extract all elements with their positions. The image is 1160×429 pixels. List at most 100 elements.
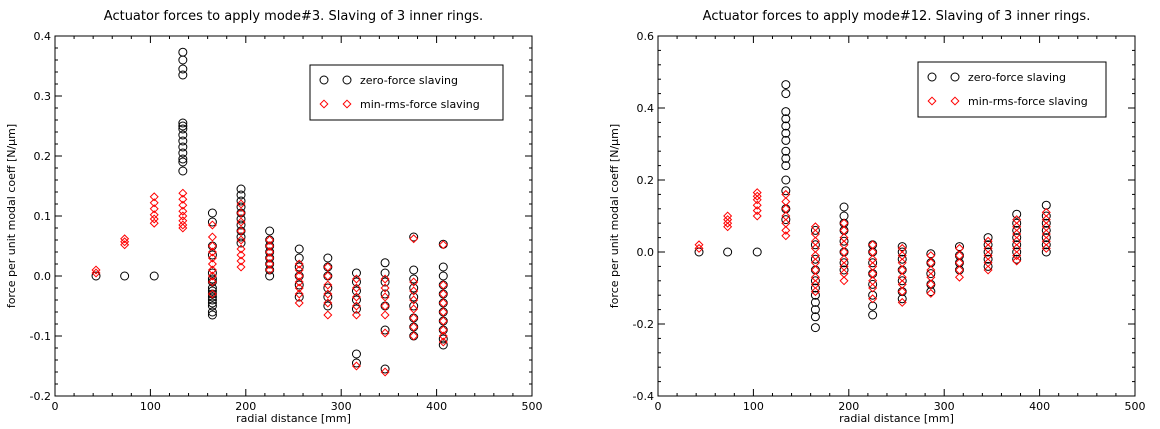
data-point bbox=[438, 316, 448, 326]
data-point bbox=[438, 307, 448, 317]
data-point bbox=[351, 304, 361, 314]
data-point bbox=[236, 235, 246, 245]
data-point bbox=[781, 121, 791, 131]
data-point bbox=[207, 295, 217, 305]
data-point bbox=[149, 204, 159, 214]
data-point bbox=[723, 247, 733, 257]
data-point bbox=[178, 55, 188, 65]
data-point bbox=[380, 283, 390, 293]
data-point bbox=[380, 258, 390, 268]
data-point bbox=[897, 242, 907, 252]
data-point bbox=[178, 154, 188, 164]
data-point bbox=[983, 261, 993, 271]
data-point bbox=[694, 243, 704, 253]
legend-marker bbox=[342, 99, 352, 109]
data-point bbox=[207, 274, 217, 284]
data-point bbox=[323, 262, 333, 272]
data-point bbox=[149, 271, 159, 281]
data-point bbox=[178, 130, 188, 140]
data-point bbox=[409, 292, 419, 302]
data-point bbox=[1012, 254, 1022, 264]
x-axis-label: radial distance [mm] bbox=[236, 412, 351, 425]
data-point bbox=[294, 277, 304, 287]
data-point bbox=[294, 289, 304, 299]
data-point bbox=[351, 358, 361, 368]
data-point bbox=[409, 304, 419, 314]
y-tick-label: -0.1 bbox=[30, 330, 51, 343]
data-point bbox=[236, 244, 246, 254]
legend: zero-force slaving min-rms-force slaving bbox=[917, 61, 1107, 118]
data-point bbox=[1041, 247, 1051, 257]
data-point bbox=[178, 142, 188, 152]
data-point bbox=[207, 232, 217, 242]
legend-marker bbox=[319, 75, 329, 85]
data-point bbox=[236, 217, 246, 227]
data-point bbox=[380, 367, 390, 377]
data-point bbox=[954, 242, 964, 252]
data-point bbox=[351, 301, 361, 311]
data-point bbox=[926, 288, 936, 298]
data-point bbox=[323, 283, 333, 293]
data-point bbox=[380, 325, 390, 335]
legend-entry: min-rms-force slaving bbox=[968, 95, 1088, 108]
chart-title: Actuator forces to apply mode#12. Slavin… bbox=[703, 9, 1091, 24]
data-point bbox=[983, 254, 993, 264]
data-point bbox=[91, 265, 101, 275]
data-point bbox=[236, 196, 246, 206]
data-point bbox=[839, 276, 849, 286]
data-point bbox=[897, 247, 907, 257]
data-point bbox=[409, 234, 419, 244]
legend-marker bbox=[950, 72, 960, 82]
x-tick-label: 500 bbox=[1125, 400, 1146, 413]
data-point bbox=[409, 274, 419, 284]
data-point bbox=[868, 310, 878, 320]
data-point bbox=[294, 265, 304, 275]
data-point bbox=[380, 328, 390, 338]
data-point bbox=[1012, 251, 1022, 261]
data-point bbox=[149, 198, 159, 208]
data-point bbox=[236, 232, 246, 242]
data-point bbox=[91, 268, 101, 278]
data-point bbox=[323, 253, 333, 263]
chart-title: Actuator forces to apply mode#3. Slaving… bbox=[104, 9, 483, 24]
data-point bbox=[149, 210, 159, 220]
data-point bbox=[207, 268, 217, 278]
data-point bbox=[438, 280, 448, 290]
data-point bbox=[351, 295, 361, 305]
data-point bbox=[207, 310, 217, 320]
data-point bbox=[438, 337, 448, 347]
data-point bbox=[810, 283, 820, 293]
data-point bbox=[438, 340, 448, 350]
y-tick-label: -0.2 bbox=[30, 390, 51, 403]
data-point bbox=[351, 361, 361, 371]
legend-entry: zero-force slaving bbox=[968, 71, 1066, 84]
data-point bbox=[351, 292, 361, 302]
data-point bbox=[323, 289, 333, 299]
data-point bbox=[752, 195, 762, 205]
x-tick-label: 400 bbox=[426, 400, 447, 413]
data-point bbox=[323, 292, 333, 302]
data-point bbox=[207, 247, 217, 257]
data-point bbox=[409, 283, 419, 293]
data-point bbox=[207, 292, 217, 302]
data-point bbox=[236, 226, 246, 236]
data-point bbox=[781, 135, 791, 145]
data-point bbox=[409, 232, 419, 242]
data-point bbox=[810, 297, 820, 307]
data-point bbox=[781, 175, 791, 185]
x-tick-label: 300 bbox=[331, 400, 352, 413]
data-point bbox=[752, 211, 762, 221]
y-tick-label: 0.1 bbox=[34, 210, 52, 223]
chart-panel-1: Actuator forces to apply mode#3. Slaving… bbox=[5, 9, 543, 425]
data-point bbox=[1041, 233, 1051, 243]
data-point bbox=[438, 298, 448, 308]
data-point bbox=[178, 206, 188, 216]
data-point bbox=[178, 211, 188, 221]
data-point bbox=[409, 277, 419, 287]
data-point bbox=[265, 265, 275, 275]
data-point bbox=[810, 254, 820, 264]
data-point bbox=[781, 153, 791, 163]
data-point bbox=[294, 253, 304, 263]
data-point bbox=[752, 206, 762, 216]
